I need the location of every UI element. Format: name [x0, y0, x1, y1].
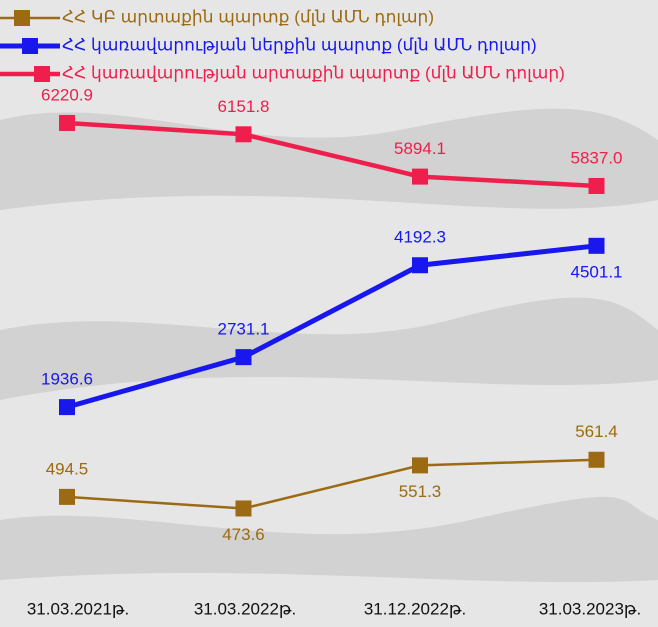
x-tick-label: 31.12.2022թ. [364, 599, 466, 618]
series-line [66, 243, 597, 410]
stone-texture [0, 108, 658, 583]
data-label: 6151.8 [218, 97, 270, 116]
point-marker [588, 177, 605, 194]
legend-label: ՀՀ կառավարության ներքին պարտք (մլն ԱՄՆ դ… [62, 35, 537, 54]
data-label: 551.3 [399, 482, 442, 501]
legend-marker [22, 38, 38, 54]
point-marker [235, 500, 252, 517]
legend-marker [34, 66, 50, 82]
point-marker [59, 399, 75, 416]
data-label: 5837.0 [571, 148, 623, 167]
series-line [66, 120, 597, 189]
point-marker [588, 451, 605, 468]
legend-label: ՀՀ ԿԲ արտաքին պարտք (մլն ԱՄՆ դոլար) [62, 7, 434, 26]
point-marker [412, 457, 428, 474]
point-marker [59, 114, 75, 131]
data-label: 2731.1 [218, 320, 270, 339]
data-label: 561.4 [575, 422, 618, 441]
x-tick-label: 31.03.2023թ. [539, 599, 641, 618]
point-marker [235, 126, 252, 143]
point-marker [412, 168, 428, 185]
data-label: 473.6 [222, 525, 265, 544]
data-label: 4192.3 [394, 228, 446, 247]
x-tick-label: 31.03.2021թ. [27, 599, 129, 618]
series-line [66, 458, 597, 510]
x-tick-label: 31.03.2022թ. [194, 599, 296, 618]
point-marker [588, 237, 605, 254]
point-marker [59, 488, 75, 505]
legend-label: ՀՀ կառավարության արտաքին պարտք (մլն ԱՄՆ … [62, 63, 565, 82]
data-label: 6220.9 [41, 85, 93, 104]
point-marker [235, 349, 252, 366]
data-label: 4501.1 [571, 262, 623, 281]
data-label: 5894.1 [394, 139, 446, 158]
point-marker [412, 257, 428, 274]
data-label: 1936.6 [41, 370, 93, 389]
data-label: 494.5 [46, 459, 89, 478]
legend-marker [14, 10, 30, 26]
